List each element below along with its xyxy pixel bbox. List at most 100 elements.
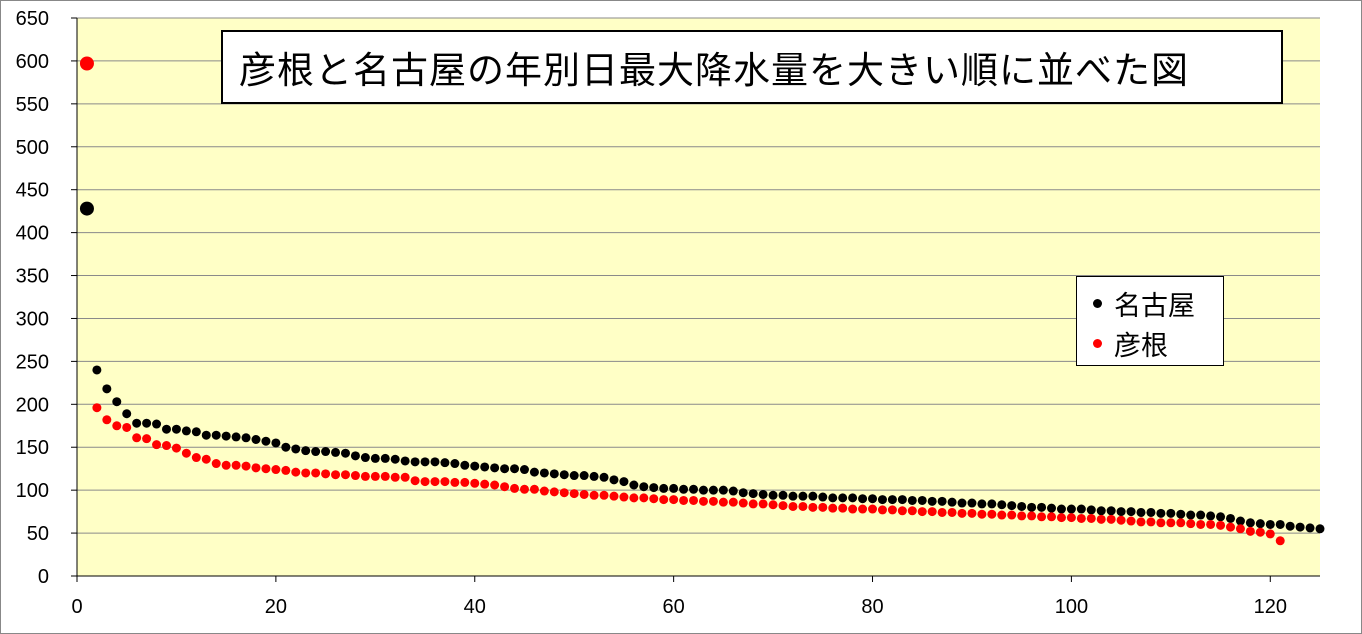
y-tick-label: 150 [16,437,49,459]
data-point-hikone [1196,519,1206,529]
data-point-nagoya [480,462,490,472]
data-point-nagoya [1106,506,1116,516]
data-point-nagoya [1206,511,1216,521]
data-point-hikone [400,472,410,482]
data-point-hikone [1037,512,1047,522]
data-point-nagoya [211,430,221,440]
data-point-nagoya [868,494,878,504]
data-point-hikone [370,471,380,481]
data-point-hikone [649,494,659,504]
data-point-hikone [907,506,917,516]
data-point-nagoya [569,471,579,481]
data-point-nagoya [649,483,659,493]
data-point-hikone [171,443,181,453]
data-point-hikone [1176,518,1186,528]
data-point-hikone [450,477,460,487]
data-point-hikone [997,510,1007,520]
data-point-hikone [191,453,201,463]
data-point-nagoya [728,486,738,496]
data-point-nagoya [1295,522,1305,532]
data-point-nagoya [241,433,251,443]
data-point-hikone [1156,518,1166,528]
data-point-nagoya [848,493,858,503]
data-point-nagoya [490,463,500,473]
data-point-nagoya [738,488,748,498]
data-point-hikone [1226,522,1236,532]
data-point-nagoya [1146,507,1156,517]
data-point-nagoya [907,495,917,505]
data-point-nagoya [698,485,708,495]
data-point-hikone [1136,517,1146,527]
data-point-hikone [967,508,977,518]
data-point-nagoya [1096,506,1106,516]
data-point-nagoya [390,454,400,464]
data-point-nagoya [1027,502,1037,512]
data-point-hikone [181,448,191,458]
data-point-hikone [92,403,102,413]
data-point-hikone [331,470,341,480]
data-point-nagoya [430,457,440,467]
chart-title: 彦根と名古屋の年別日最大降水量を大きい順に並べた図 [221,30,1283,104]
data-point-hikone [868,504,878,514]
data-point-nagoya [301,446,311,456]
data-point-hikone [390,472,400,482]
data-point-hikone [301,468,311,478]
data-point-nagoya [440,458,450,468]
data-point-nagoya [360,453,370,463]
data-point-hikone [579,489,589,499]
legend: 名古屋 彦根 [1076,276,1224,366]
x-tick-label: 40 [464,596,486,618]
x-tick-labels: 0 20 40 60 80 100 120 [71,576,1287,618]
data-point-nagoya [659,483,669,493]
data-point-nagoya [708,485,718,495]
y-tick-label: 400 [16,223,49,245]
data-point-nagoya [370,453,380,463]
data-point-nagoya [321,447,331,457]
data-point-nagoya [1037,502,1047,512]
data-point-hikone [848,504,858,514]
data-point-hikone [1007,510,1017,520]
data-point-nagoya [261,436,271,446]
data-point-nagoya [927,496,937,506]
data-point-nagoya [1126,507,1136,517]
data-point-hikone [112,421,122,431]
data-point-nagoya [1007,501,1017,511]
data-point-hikone [708,496,718,506]
y-tick-label: 450 [16,180,49,202]
data-point-nagoya [450,459,460,469]
data-point-hikone [887,505,897,515]
data-point-hikone [897,506,907,516]
data-point-hikone [589,490,599,500]
data-point-hikone [778,501,788,511]
data-point-nagoya [1076,504,1086,514]
data-point-hikone [738,498,748,508]
data-point-hikone [211,459,221,469]
data-point-nagoya [500,464,510,474]
data-point-hikone [152,440,162,450]
data-point-hikone [132,433,142,443]
legend-item-hikone: 彦根 [1093,323,1223,363]
data-point-hikone [689,495,699,505]
y-tick-label: 300 [16,308,49,330]
data-point-nagoya [1086,505,1096,515]
data-point-hikone [858,504,868,514]
data-point-nagoya [1047,503,1057,513]
data-point-nagoya [1136,507,1146,517]
data-point-hikone [748,499,758,509]
data-point-nagoya [171,424,181,434]
data-point-nagoya [1255,519,1265,529]
data-point-hikone [659,495,669,505]
y-tick-label: 650 [16,8,49,30]
data-point-hikone [718,497,728,507]
data-point-nagoya [92,365,102,375]
data-point-nagoya [142,418,152,428]
data-point-nagoya [1066,504,1076,514]
data-point-hikone [947,507,957,517]
y-tick-label: 50 [27,523,49,545]
data-point-nagoya [132,418,142,428]
data-point-hikone [360,471,370,481]
data-point-nagoya [102,384,112,394]
data-point-hikone [340,470,350,480]
data-point-hikone [758,499,768,509]
